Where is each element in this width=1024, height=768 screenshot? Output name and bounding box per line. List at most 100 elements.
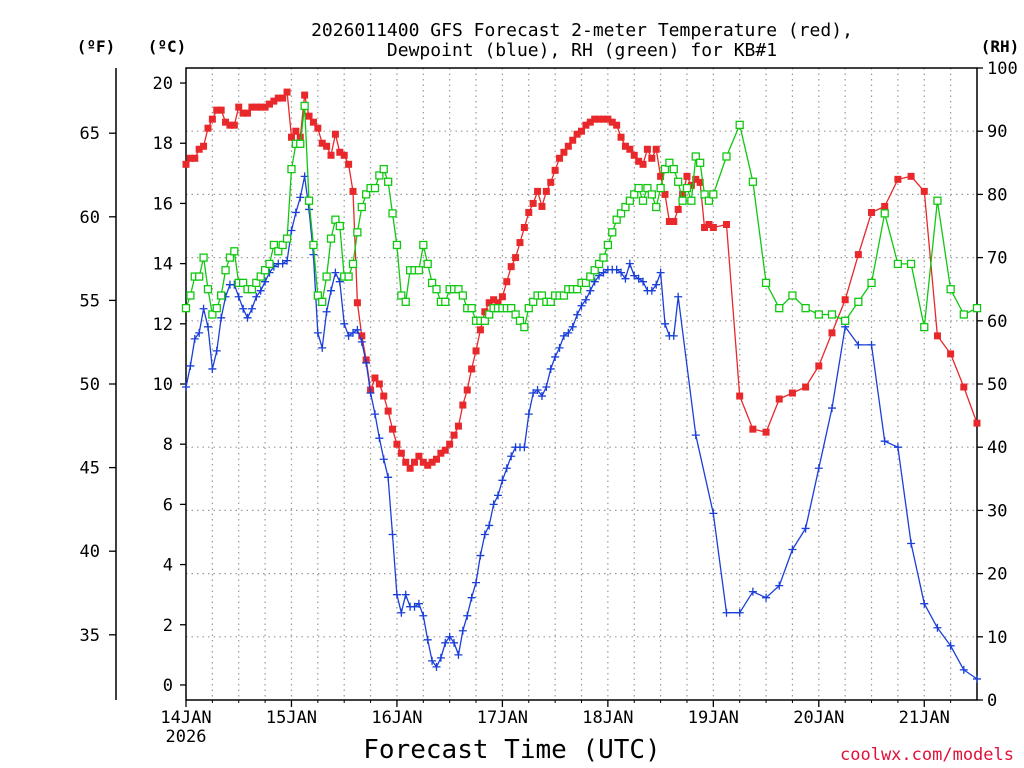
temperature-point: [586, 118, 594, 126]
dewpoint-point: [814, 464, 823, 473]
dewpoint-point: [656, 268, 665, 277]
temperature-point: [406, 464, 414, 472]
dewpoint-point: [920, 599, 929, 608]
dewpoint-point: [335, 277, 344, 286]
dewpoint-point: [564, 328, 573, 337]
rh-tick-label: 0: [987, 691, 997, 711]
rh-point: [401, 297, 410, 306]
celsius-tick-label: 2: [163, 616, 173, 636]
rh-point: [537, 291, 547, 300]
temperature-point: [569, 136, 577, 144]
x-tick-label: 20JAN: [793, 708, 844, 728]
celsius-tick-label: 0: [163, 676, 173, 696]
temperature-point: [534, 187, 542, 195]
dewpoint-point: [546, 364, 555, 373]
temperature-point: [191, 154, 199, 162]
temperature-point: [463, 386, 471, 394]
temperature-point: [371, 374, 379, 382]
celsius-tick-label: 14: [153, 255, 173, 275]
temperature-point: [828, 329, 836, 337]
temperature-point: [626, 145, 634, 153]
rh-point: [309, 240, 318, 250]
dewpoint-point: [472, 578, 481, 587]
temperature-point: [353, 299, 361, 307]
temperature-point: [635, 157, 643, 165]
temperature-point: [973, 419, 981, 427]
rh-point: [208, 310, 217, 319]
temperature-point: [323, 142, 331, 150]
x-tick-label: 16JAN: [371, 708, 422, 728]
temperature-point: [894, 175, 902, 183]
temperature-point: [788, 389, 796, 397]
rh-point: [423, 259, 432, 269]
dewpoint-point: [577, 301, 586, 310]
temperature-point: [630, 151, 638, 159]
temperature-point: [472, 347, 480, 355]
temperature-point: [345, 160, 353, 168]
dewpoint-point: [854, 340, 863, 349]
temperature-point: [204, 124, 212, 132]
rh-tick-label: 80: [987, 185, 1007, 205]
dewpoint-point: [735, 608, 744, 617]
dewpoint-point: [217, 313, 226, 322]
rh-series: [181, 101, 982, 332]
dewpoint-point: [586, 286, 595, 295]
rh-point: [331, 215, 340, 224]
dewpoint-point: [801, 524, 810, 533]
dewpoint-point: [748, 587, 757, 596]
rh-point: [599, 253, 608, 262]
dewpoint-point: [893, 443, 902, 452]
temperature-point: [186, 154, 194, 162]
rh-point: [467, 304, 476, 313]
temperature-point: [393, 440, 401, 448]
dewpoint-point: [283, 256, 292, 265]
rh-point: [735, 120, 744, 130]
temperature-point: [701, 224, 709, 232]
temperature-point: [933, 332, 941, 340]
temperature-point: [402, 458, 410, 466]
rh-point: [454, 285, 463, 294]
dewpoint-point: [520, 443, 529, 452]
rh-point: [761, 278, 771, 288]
rh-point: [586, 272, 595, 281]
dewpoint-point: [669, 331, 678, 340]
rh-point: [594, 259, 604, 269]
rh-point: [485, 310, 494, 319]
temperature-point: [573, 130, 581, 138]
temperature-point: [705, 220, 713, 228]
tick-labels: 14JAN 15JAN 16JAN 17JAN 18JAN 19JAN 20JAN 21JAN…: [80, 59, 1018, 728]
temperature-point: [292, 127, 300, 135]
dewpoint-point: [186, 361, 195, 370]
dewpoint-point: [419, 611, 428, 620]
dewpoint-point: [392, 590, 401, 599]
dewpoint-point: [946, 641, 955, 650]
temperature-point: [213, 106, 221, 114]
rh-point: [652, 202, 661, 212]
rh-point: [612, 215, 621, 224]
temperature-point: [283, 88, 291, 96]
dewpoint-point: [467, 593, 476, 602]
rh-point: [397, 291, 406, 300]
dewpoint-point: [239, 304, 248, 313]
temperature-point: [336, 148, 344, 156]
celsius-unit-label: (ºC): [148, 37, 187, 56]
temperature-point: [591, 115, 599, 123]
rh-point: [546, 297, 555, 306]
dewpoint-point: [247, 304, 256, 313]
dewpoint-point: [458, 626, 467, 635]
temperature-point: [287, 133, 295, 141]
rh-point: [529, 297, 538, 306]
celsius-tick-label: 12: [153, 315, 173, 335]
rh-point: [581, 278, 591, 288]
temperature-point: [560, 148, 568, 156]
rh-point: [656, 183, 665, 193]
temperature-point: [556, 154, 564, 162]
temperature-point: [432, 455, 440, 463]
temperature-point: [498, 293, 506, 301]
celsius-tick-label: 16: [153, 194, 173, 214]
rh-tick-label: 60: [987, 312, 1007, 332]
dewpoint-point: [722, 608, 731, 617]
rh-point: [933, 196, 942, 205]
temperature-point: [265, 100, 273, 108]
temperature-point: [520, 224, 528, 232]
